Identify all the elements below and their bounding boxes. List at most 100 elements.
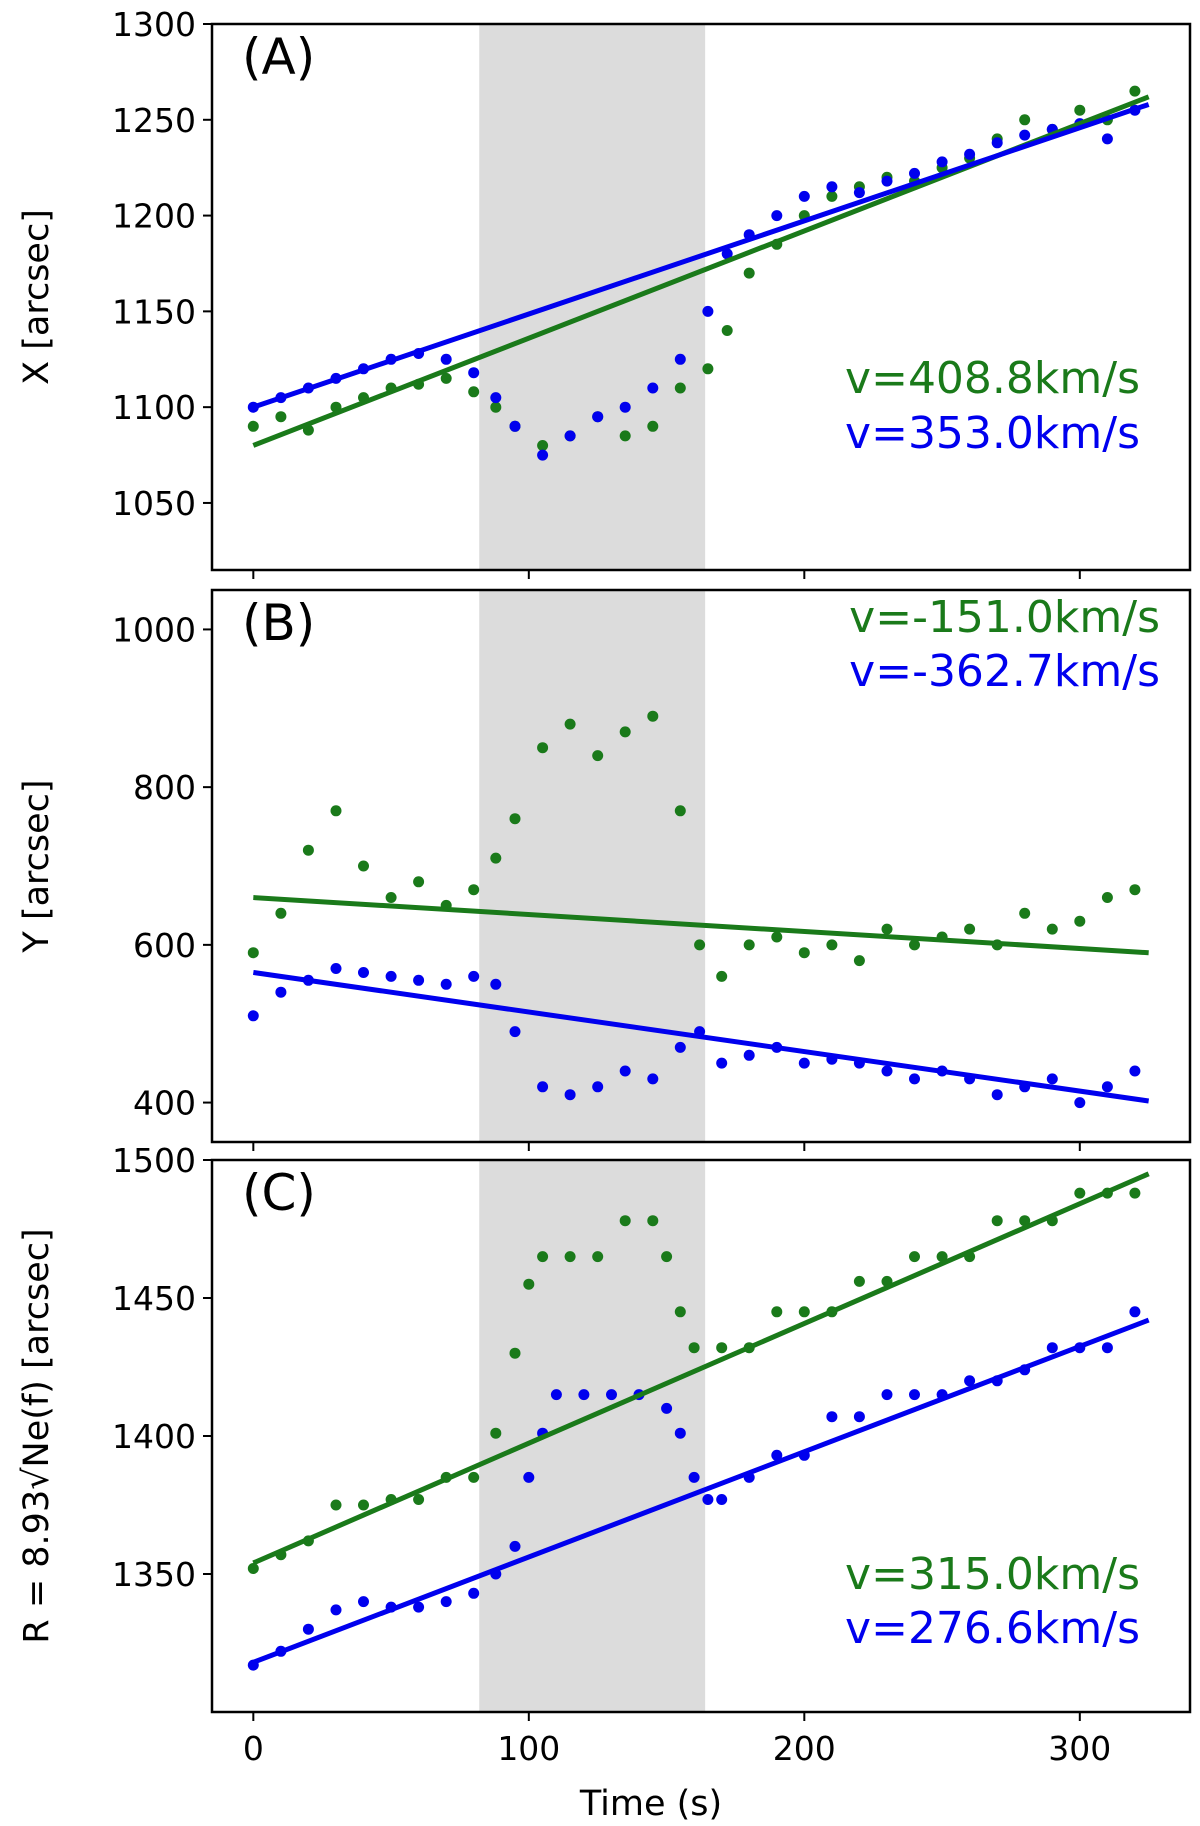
x-tick-label: 300: [1048, 1729, 1111, 1768]
data-point-blue: [468, 367, 480, 379]
y-tick-label: 1000: [112, 610, 196, 649]
data-point-green: [413, 876, 425, 888]
data-point-green: [964, 923, 976, 935]
data-point-green: [490, 1427, 502, 1439]
y-tick-label: 1400: [112, 1417, 196, 1456]
data-point-blue: [1046, 1073, 1058, 1085]
data-point-blue: [619, 1065, 631, 1077]
data-point-green: [619, 430, 631, 442]
data-point-green: [1019, 1215, 1031, 1227]
data-point-blue: [771, 210, 783, 222]
y-tick-label: 1150: [112, 292, 196, 331]
data-point-blue: [853, 1411, 865, 1423]
plot-area: [247, 85, 1150, 461]
data-point-blue: [564, 1089, 576, 1101]
data-point-green: [721, 325, 733, 336]
data-point-green: [619, 1215, 631, 1227]
data-point-blue: [330, 1604, 342, 1616]
data-point-blue: [509, 420, 521, 432]
data-point-blue: [440, 978, 452, 990]
data-point-green: [1046, 923, 1058, 935]
data-point-blue: [490, 978, 502, 990]
data-point-blue: [1019, 129, 1031, 141]
data-point-blue: [964, 148, 976, 160]
data-point-blue: [509, 1026, 521, 1038]
data-point-green: [468, 884, 480, 896]
data-point-blue: [881, 1065, 893, 1077]
data-point-green: [468, 386, 480, 398]
data-point-green: [247, 1563, 259, 1574]
data-point-blue: [275, 986, 287, 998]
data-point-blue: [881, 1389, 893, 1401]
data-point-blue: [688, 1471, 700, 1483]
data-point-blue: [468, 970, 480, 982]
data-point-blue: [661, 1402, 673, 1414]
fit-line-blue: [252, 102, 1150, 410]
data-point-green: [592, 1251, 604, 1263]
data-point-green: [694, 939, 706, 951]
data-point-blue: [991, 1089, 1003, 1101]
data-point-green: [991, 1215, 1003, 1227]
data-point-blue: [247, 1010, 259, 1022]
x-tick-label: 200: [773, 1729, 836, 1768]
velocity-annotation-green: v=315.0km/s: [845, 1549, 1140, 1600]
velocity-annotation-blue: v=-362.7km/s: [849, 646, 1160, 697]
data-point-green: [936, 1251, 948, 1263]
y-tick-label: 1050: [112, 484, 196, 523]
data-point-green: [537, 440, 549, 451]
velocity-annotation-green: v=408.8km/s: [845, 353, 1140, 404]
data-point-blue: [537, 1081, 549, 1093]
data-point-green: [826, 939, 838, 951]
panel-label: (A): [242, 28, 315, 86]
data-point-blue: [1074, 1097, 1086, 1109]
data-point-green: [716, 1342, 728, 1354]
data-point-green: [881, 923, 893, 935]
data-point-green: [490, 852, 502, 864]
data-point-green: [771, 1306, 783, 1318]
data-point-green: [523, 1278, 535, 1290]
data-point-blue: [991, 137, 1003, 149]
data-point-blue: [826, 181, 838, 193]
plot-area: [247, 710, 1150, 1109]
data-point-blue: [330, 963, 342, 974]
y-tick-label: 1350: [112, 1555, 196, 1594]
data-point-blue: [468, 1587, 480, 1599]
data-point-blue: [881, 175, 893, 187]
data-point-blue: [358, 1596, 369, 1608]
panel-label: (B): [242, 594, 315, 652]
data-point-green: [385, 892, 397, 903]
data-point-green: [330, 805, 342, 817]
data-point-green: [275, 907, 287, 919]
data-point-green: [1129, 1187, 1141, 1199]
data-point-green: [1101, 892, 1113, 903]
velocity-annotation-blue: v=276.6km/s: [845, 1603, 1140, 1654]
data-point-blue: [592, 411, 604, 423]
data-point-blue: [674, 1427, 686, 1439]
data-point-green: [702, 363, 714, 375]
data-point-green: [592, 750, 604, 762]
data-point-green: [674, 1306, 686, 1318]
data-point-green: [509, 1347, 521, 1359]
y-tick-label: 1500: [112, 1141, 196, 1180]
y-tick-label: 1250: [112, 101, 196, 140]
data-point-green: [647, 420, 659, 432]
shaded-interval: [479, 1160, 706, 1712]
data-point-blue: [674, 1041, 686, 1053]
data-point-blue: [1101, 1342, 1113, 1354]
axes-frame: [210, 588, 1192, 1144]
data-point-blue: [1046, 1342, 1058, 1354]
data-point-blue: [909, 1389, 920, 1401]
series-green: [247, 710, 1141, 982]
data-point-green: [275, 411, 287, 423]
data-point-blue: [771, 1449, 783, 1461]
fit-line-green: [252, 1171, 1150, 1566]
data-point-blue: [578, 1389, 590, 1401]
data-point-blue: [798, 190, 810, 202]
data-point-green: [647, 1215, 659, 1227]
data-point-blue: [385, 970, 397, 982]
y-tick-label: 1200: [112, 197, 196, 236]
data-point-blue: [302, 1623, 314, 1635]
data-point-blue: [1101, 133, 1113, 145]
data-point-green: [564, 718, 576, 730]
data-point-blue: [564, 430, 576, 442]
